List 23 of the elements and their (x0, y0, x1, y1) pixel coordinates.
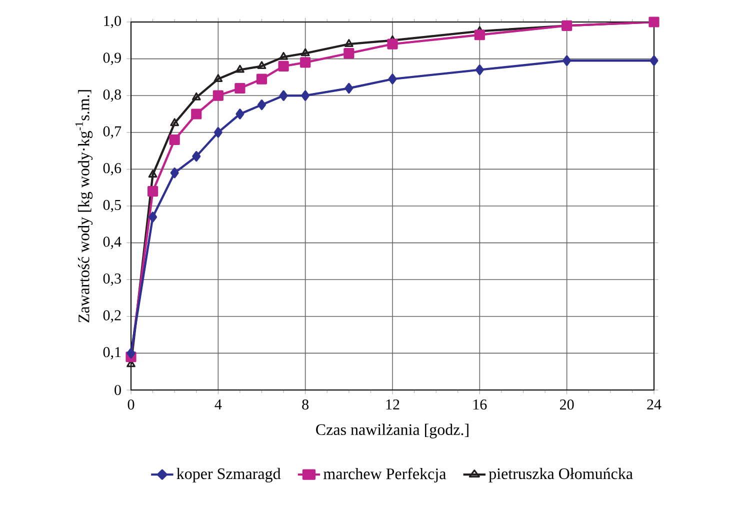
y-tick-label: 0,1 (103, 347, 121, 360)
y-tick-label: 0,9 (103, 52, 121, 65)
x-axis-title: Czas nawilżania [godz.] (316, 424, 468, 438)
x-tick-label: 16 (473, 399, 487, 410)
y-axis-title: Zawartość wody [kg wody·kg$^{-1}$s.m.] (75, 90, 93, 322)
y-tick-label: 0 (114, 384, 121, 396)
y-tick-label: 0,5 (103, 200, 121, 212)
x-tick-label: 24 (647, 399, 662, 410)
y-tick-label: 0,7 (103, 126, 122, 139)
x-tick-label: 20 (560, 399, 574, 410)
y-tick-label: 0,8 (103, 89, 121, 102)
y-tick-label: 0,3 (103, 273, 121, 286)
y-tick-label: 0,4 (103, 236, 122, 249)
y-tick-label: 0,6 (103, 163, 122, 176)
y-tick-label: 0,2 (103, 310, 121, 323)
x-tick-label: 0 (128, 399, 134, 410)
legend-label: pietruszka Ołomuńcka (488, 468, 633, 482)
legend-label: koper Szmaragd (176, 468, 281, 482)
y-tick-label: 1,0 (104, 16, 121, 28)
x-tick-label: 4 (214, 399, 222, 410)
x-tick-label: 8 (302, 399, 309, 410)
legend-label: marchew Perfekcja (324, 468, 446, 482)
x-tick-label: 12 (386, 399, 400, 410)
